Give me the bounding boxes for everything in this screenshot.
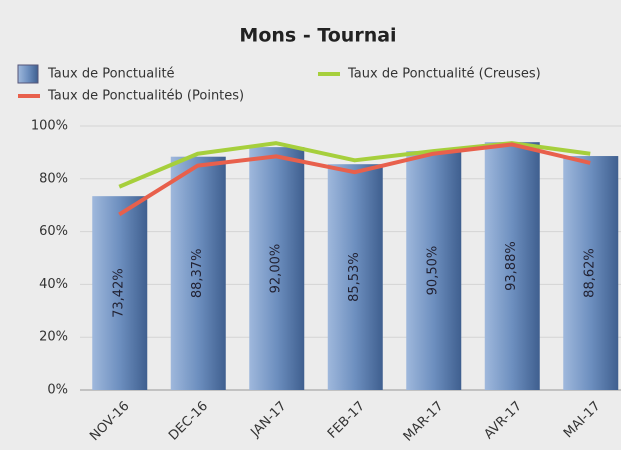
y-tick-label: 20% [39, 330, 68, 345]
value-label: 93,88% [504, 241, 519, 291]
value-label: 90,50% [426, 246, 441, 296]
bar [484, 142, 540, 390]
y-tick-label: 80% [39, 171, 68, 186]
y-tick-label: 40% [39, 277, 68, 292]
legend-label: Taux de Ponctualité (Creuses) [347, 67, 541, 82]
legend-label: Taux de Ponctualité [47, 67, 175, 82]
line-series [118, 142, 591, 217]
bar [563, 156, 619, 390]
legend-label: Taux de Ponctualitéb (Pointes) [47, 89, 244, 104]
bar [327, 164, 383, 390]
y-tick-label: 0% [47, 383, 68, 398]
value-label: 73,42% [112, 268, 127, 318]
legend-swatch [17, 64, 39, 84]
bar [92, 196, 148, 390]
bar [406, 151, 462, 390]
value-label: 88,62% [583, 248, 598, 298]
bar [249, 147, 305, 390]
value-label: 88,37% [190, 249, 205, 299]
y-tick-label: 60% [39, 224, 68, 239]
bar [170, 156, 226, 390]
value-label: 92,00% [269, 244, 284, 294]
chart-title: Mons - Tournai [239, 25, 396, 47]
value-label: 85,53% [347, 252, 362, 302]
y-tick-label: 100% [31, 119, 68, 134]
